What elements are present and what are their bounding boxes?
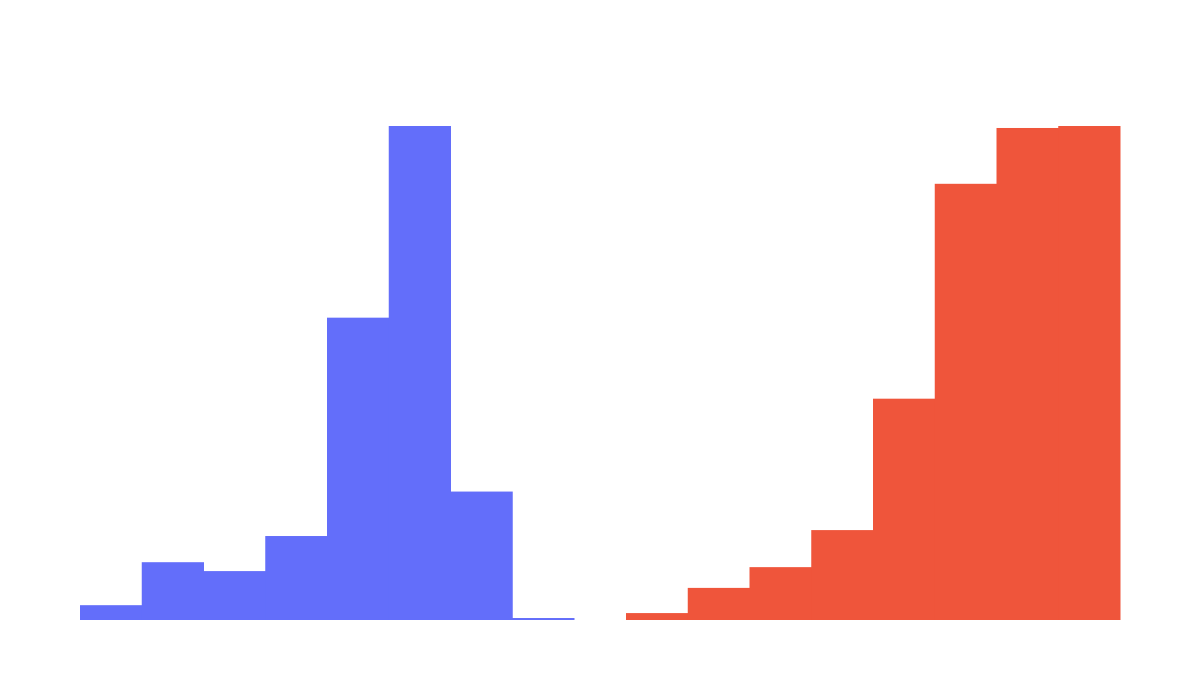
histogram-bar-left-5 <box>327 317 390 620</box>
histogram-bar-left-4 <box>265 536 328 620</box>
histogram-bar-right-4 <box>811 530 874 620</box>
histogram-panel-right <box>626 126 1121 621</box>
histogram-bar-right-3 <box>749 567 812 620</box>
histogram-panel-left <box>80 126 575 620</box>
histogram-bar-left-8 <box>512 618 575 620</box>
histogram-bar-right-2 <box>687 587 750 620</box>
histogram-bar-right-5 <box>873 398 936 620</box>
histogram-bar-left-2 <box>141 562 204 620</box>
histogram-bar-left-7 <box>450 491 513 620</box>
histogram-bar-right-1 <box>626 613 689 620</box>
histogram-bar-right-8 <box>1058 126 1121 620</box>
histogram-bar-left-6 <box>388 126 451 620</box>
histogram-bar-left-1 <box>80 605 143 620</box>
histogram-bar-right-6 <box>934 183 997 621</box>
histogram-bar-left-3 <box>203 571 266 620</box>
histogram-bar-right-7 <box>996 127 1059 620</box>
